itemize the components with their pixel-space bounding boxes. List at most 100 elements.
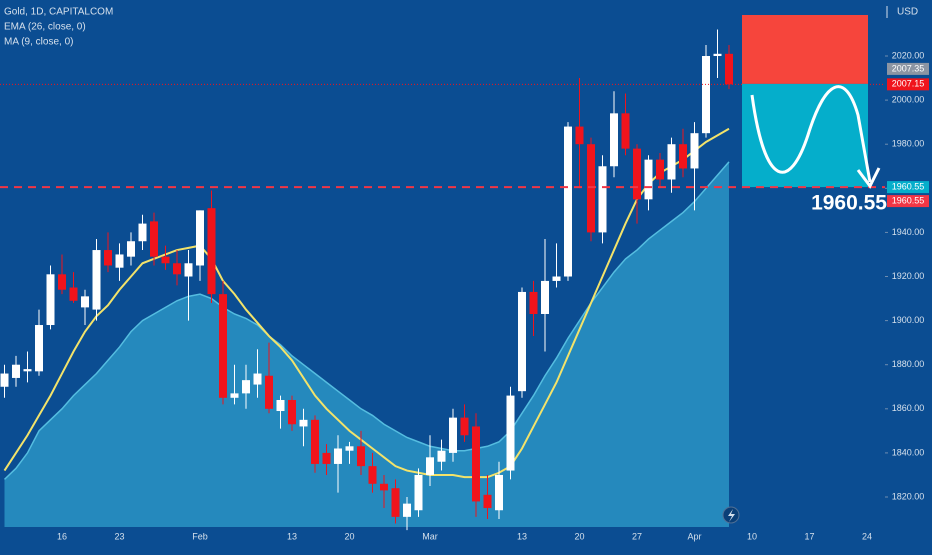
- candle-body: [12, 364, 20, 378]
- candle-body: [299, 419, 308, 427]
- candle-body: [506, 395, 515, 471]
- candle-body: [633, 148, 641, 200]
- x-tick-label: Feb: [192, 531, 208, 541]
- candle-body: [242, 380, 250, 394]
- candle-body: [46, 274, 55, 326]
- price-axis: [885, 0, 932, 550]
- candle-body: [564, 126, 572, 277]
- ma-line: [3, 127, 730, 479]
- y-tick-label: 1840.00: [892, 447, 925, 457]
- candle-body: [173, 263, 181, 275]
- y-tick-label: 2020.00: [892, 50, 925, 60]
- x-tick-label: Mar: [422, 531, 438, 541]
- candle-body: [679, 144, 687, 169]
- candle-body: [288, 399, 296, 425]
- x-tick-label: 24: [862, 531, 872, 541]
- candle-body: [380, 483, 388, 491]
- candle-body: [276, 399, 285, 412]
- candle-body: [437, 450, 446, 462]
- legend-entry: EMA (26, close, 0): [4, 22, 86, 33]
- candle-body: [322, 452, 331, 464]
- price-label: 2007.15: [892, 79, 925, 89]
- x-tick-label: 27: [632, 531, 642, 541]
- price-label: 1960.55: [892, 181, 925, 191]
- drawn-arrow: [750, 85, 872, 183]
- candle-body: [541, 280, 549, 314]
- candle-body: [265, 375, 273, 409]
- arrow-head: [856, 167, 881, 189]
- candle-body: [403, 503, 411, 517]
- candle-body: [529, 291, 538, 314]
- candle-body: [460, 417, 469, 436]
- y-tick-label: 1880.00: [892, 359, 925, 369]
- price-label: 2007.35: [892, 63, 925, 73]
- x-tick-label: 13: [287, 531, 297, 541]
- candle-body: [690, 133, 699, 169]
- y-tick-label: 1820.00: [892, 491, 925, 501]
- candle-body: [184, 263, 193, 277]
- x-tick-label: 17: [804, 531, 814, 541]
- candle-body: [207, 208, 216, 295]
- stop-zone: [742, 14, 868, 84]
- candle-body: [621, 113, 630, 149]
- x-tick-label: 23: [114, 531, 124, 541]
- candle-body: [138, 223, 147, 242]
- price-label-box: [887, 181, 929, 194]
- candle-body: [219, 294, 227, 398]
- x-tick-label: Apr: [687, 531, 701, 541]
- candle-body: [58, 274, 66, 290]
- candle-body: [725, 53, 733, 85]
- candle-body: [0, 373, 9, 387]
- x-tick-label: 20: [574, 531, 584, 541]
- candle-body: [127, 241, 135, 257]
- ema-line: [3, 161, 730, 480]
- candle-body: [667, 144, 676, 180]
- y-tick-label: 1980.00: [892, 139, 925, 149]
- candle-body: [483, 494, 492, 509]
- y-tick-label: 2000.00: [892, 94, 925, 104]
- candle-body: [472, 426, 480, 502]
- candle-body: [518, 291, 526, 392]
- candle-body: [35, 325, 43, 372]
- y-tick-label: 1900.00: [892, 315, 925, 325]
- candle-body: [23, 369, 32, 372]
- ema-area: [4, 161, 729, 527]
- candle-body: [253, 373, 262, 385]
- price-label: 1960.55: [892, 195, 925, 205]
- candle-body: [357, 446, 365, 467]
- candle-body: [196, 210, 204, 266]
- candle-body: [713, 53, 722, 57]
- price-label-box: [887, 195, 929, 208]
- candle-body: [115, 254, 124, 268]
- candle-body: [345, 446, 354, 451]
- target-annotation: 1960.55: [811, 192, 887, 215]
- plot-back: [3, 161, 730, 527]
- currency-label: USD: [897, 7, 918, 18]
- price-label-box: [887, 78, 929, 91]
- candle-body: [161, 256, 170, 264]
- candle-body: [575, 126, 584, 145]
- candle-body: [334, 448, 342, 464]
- candle-body: [495, 474, 503, 511]
- candle-body: [587, 144, 595, 233]
- candle-body: [69, 287, 78, 301]
- y-tick-label: 1940.00: [892, 227, 925, 237]
- candle-body: [311, 419, 319, 464]
- chart-title: Gold, 1D, CAPITALCOM: [4, 7, 113, 18]
- price-label-box: [887, 62, 929, 75]
- x-tick-label: 10: [747, 531, 757, 541]
- candle-body: [81, 296, 89, 308]
- candle-body: [426, 457, 434, 475]
- candle-body: [230, 393, 239, 398]
- candle-body: [391, 488, 400, 517]
- y-tick-label: 1860.00: [892, 403, 925, 413]
- y-tick-label: 1920.00: [892, 271, 925, 281]
- candle-body: [150, 221, 158, 257]
- candle-body: [368, 466, 377, 484]
- x-tick-label: 20: [344, 531, 354, 541]
- candle-body: [552, 276, 561, 281]
- candle-body: [702, 56, 710, 134]
- legend-entry: MA (9, close, 0): [4, 37, 73, 48]
